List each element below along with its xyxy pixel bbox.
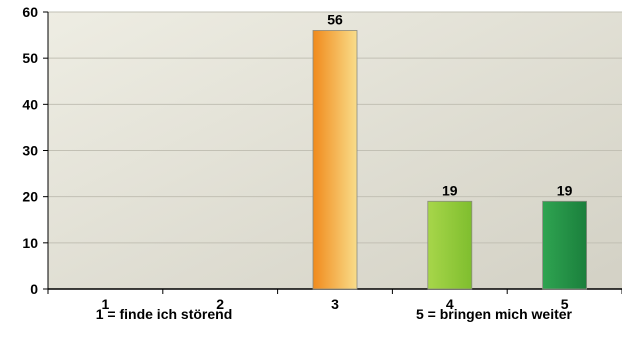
y-tick-label: 20 [22, 189, 38, 205]
y-tick-label: 10 [22, 235, 38, 251]
bars [312, 30, 587, 290]
x-note-left: 1 = finde ich störend [96, 306, 233, 322]
x-tick-label: 2 [216, 296, 224, 312]
bar-3 [312, 30, 358, 290]
y-tick-label: 50 [22, 50, 38, 66]
y-tick-label: 0 [30, 281, 38, 297]
y-tick-label: 60 [22, 4, 38, 20]
x-tick-label: 4 [446, 296, 454, 312]
data-label-5: 19 [557, 182, 573, 198]
x-tick-label: 3 [331, 296, 339, 312]
x-note-right: 5 = bringen mich weiter [416, 306, 573, 322]
y-tick-label: 40 [22, 96, 38, 112]
data-label-3: 56 [327, 11, 343, 27]
x-tick-label: 1 [102, 296, 110, 312]
bar-5 [542, 200, 587, 290]
x-tick-label: 5 [561, 296, 569, 312]
y-tick-label: 30 [22, 143, 38, 159]
data-label-4: 19 [442, 182, 458, 198]
bar-4 [427, 200, 473, 290]
axes: 0 10 20 30 40 50 60 [22, 4, 622, 297]
data-labels: 1 2 56 3 19 4 19 5 [102, 11, 573, 312]
